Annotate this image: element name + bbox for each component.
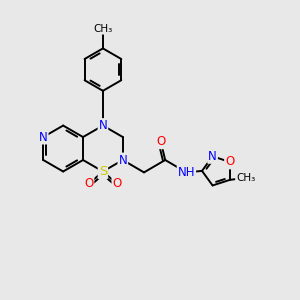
Text: S: S <box>99 165 107 178</box>
Text: O: O <box>84 177 93 190</box>
Text: O: O <box>112 177 122 190</box>
Text: N: N <box>39 130 48 143</box>
Text: CH₃: CH₃ <box>93 24 112 34</box>
Text: NH: NH <box>178 166 195 179</box>
Text: CH₃: CH₃ <box>236 172 255 182</box>
Text: N: N <box>98 119 107 132</box>
Text: O: O <box>156 135 165 148</box>
Text: O: O <box>225 155 234 168</box>
Text: N: N <box>208 150 217 163</box>
Text: N: N <box>118 154 127 166</box>
